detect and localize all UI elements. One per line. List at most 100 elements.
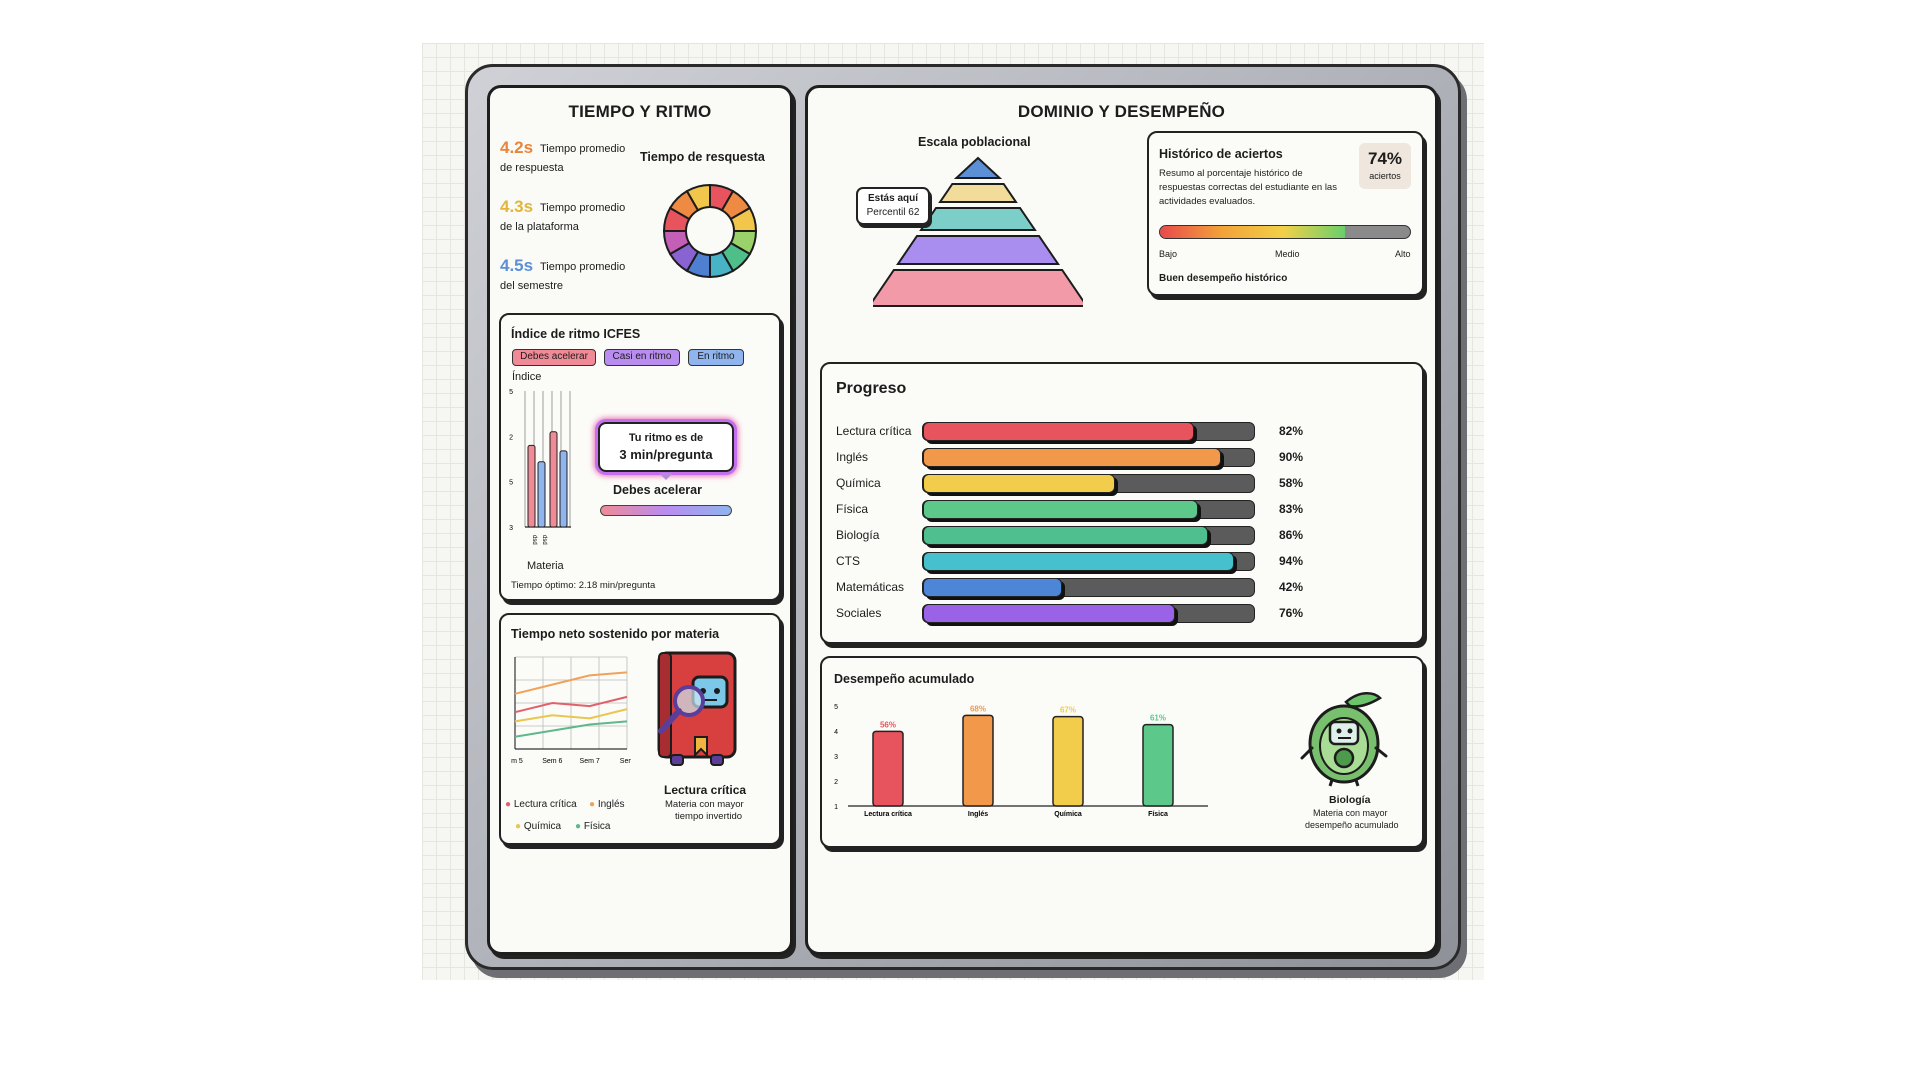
legend-pill: Debes acelerar	[512, 349, 596, 366]
legend-pill: Casi en ritmo	[604, 349, 680, 366]
y-tick-label: 5	[509, 480, 513, 487]
dominio-desempeno-panel: DOMINIO Y DESEMPEÑO Escala poblacional E…	[805, 85, 1438, 955]
y-axis-label: Índice	[512, 371, 542, 383]
progreso-track	[922, 422, 1255, 441]
x-axis-label: Materia	[527, 560, 564, 572]
legend-item-label: Química	[523, 821, 562, 832]
ritmo-gradient-bar	[600, 505, 732, 516]
historico-verdict: Buen desempeño histórico	[1159, 273, 1288, 284]
mascot-subtitle: Materia con mayor	[1313, 808, 1388, 818]
donut-chart	[662, 183, 758, 279]
time-label: de respuesta	[500, 162, 564, 174]
bubble-pointer	[659, 473, 673, 480]
y-tick-label: 2	[834, 779, 838, 786]
ritmo-title: Índice de ritmo ICFES	[511, 327, 641, 341]
acumulado-bar	[1052, 715, 1084, 807]
scale-label: Bajo	[1159, 249, 1178, 259]
time-value: 4.5s	[500, 256, 534, 275]
time-label: Tiempo promedio	[540, 143, 626, 155]
progreso-label: CTS	[836, 554, 860, 568]
pyramid-level	[873, 269, 1083, 307]
tiempo-ritmo-panel: TIEMPO Y RITMO 4.2s Tiempo promedio de r…	[487, 85, 793, 955]
progreso-percent: 90%	[1279, 450, 1304, 464]
x-tick-label: Sem 6	[542, 758, 562, 765]
ritmo-verdict: Debes acelerar	[613, 483, 702, 497]
scale-label: Medio	[1275, 249, 1300, 259]
y-tick-label: 3	[834, 754, 838, 761]
legend-dot: ●	[515, 821, 524, 832]
progreso-label: Inglés	[836, 450, 869, 464]
mascot-subtitle: Materia con mayor	[665, 799, 744, 810]
neto-series-line	[514, 671, 628, 695]
population-pyramid	[873, 156, 1083, 307]
y-tick-label: 4	[834, 729, 838, 736]
time-label: del semestre	[500, 280, 563, 292]
x-tick-label: 4m 5	[511, 758, 523, 765]
progreso-card: Progreso Lectura crítica 82% Inglés 90% Quím…	[820, 362, 1424, 644]
progreso-fill	[923, 474, 1115, 493]
acumulado-card: Desempeño acumulado 5 4 3 2 1 56% Lectura crít…	[820, 656, 1424, 848]
x-tick-label: Física	[1148, 811, 1168, 818]
y-tick-label: 1	[834, 804, 838, 811]
progreso-label: Lectura crítica	[836, 424, 912, 438]
progreso-label: Matemáticas	[836, 580, 905, 594]
y-tick-label: 2	[509, 434, 513, 441]
x-tick-label: Lectura crítica	[864, 811, 912, 818]
legend-item-label: Inglés	[597, 799, 625, 810]
data-label: 67%	[1060, 706, 1076, 715]
acumulado-bar	[1142, 723, 1174, 807]
progreso-fill	[923, 604, 1175, 623]
time-label: Tiempo promedio	[540, 261, 626, 273]
progreso-track	[922, 448, 1255, 467]
mascot-subtitle: tiempo invertido	[675, 811, 743, 822]
progreso-fill	[923, 422, 1195, 441]
y-tick-label: 3	[509, 525, 513, 532]
progreso-percent: 42%	[1279, 580, 1304, 594]
progreso-percent: 58%	[1279, 476, 1304, 490]
historico-desc: respuestas correctas del estudiante en l…	[1159, 182, 1337, 193]
legend-pill: En ritmo	[688, 349, 744, 366]
donut-segment	[685, 183, 711, 212]
historico-track	[1159, 225, 1411, 239]
progreso-fill	[923, 500, 1198, 519]
progreso-percent: 76%	[1279, 606, 1304, 620]
acumulado-bar	[872, 730, 904, 807]
progreso-fill	[923, 578, 1063, 597]
progreso-percent: 86%	[1279, 528, 1304, 542]
historico-desc: Resumo al porcentaje histórico de	[1159, 168, 1303, 179]
progreso-track	[922, 474, 1255, 493]
acumulado-bar-chart: 5 4 3 2 1 56% Lectura crítica 68% Inglés 67% Quími…	[834, 704, 1208, 818]
acumulado-bar	[962, 714, 994, 807]
book-mascot-icon	[657, 651, 737, 766]
badge-value: 74%	[1367, 149, 1403, 168]
panel-title: DOMINIO Y DESEMPEÑO	[1017, 102, 1226, 121]
mascot-title: Biología	[1329, 794, 1371, 806]
progreso-label: Química	[836, 476, 881, 490]
progreso-track	[922, 500, 1255, 519]
time-value: 4.3s	[500, 197, 534, 216]
data-label: 68%	[970, 704, 986, 713]
time-stat: 4.2s Tiempo promedio de respuesta	[500, 138, 640, 178]
time-stat: 4.3s Tiempo promedio de la plataforma	[500, 197, 640, 237]
progreso-percent: 83%	[1279, 502, 1304, 516]
neto-legend: ● Lectura crítica ● Inglés ● Química ● F…	[505, 799, 645, 839]
progreso-list: Lectura crítica 82% Inglés 90% Química 58% Fís…	[822, 364, 1422, 644]
historico-card: Histórico de aciertos Resumo al porcenta…	[1147, 131, 1424, 296]
progreso-percent: 82%	[1279, 424, 1304, 438]
aciertos-badge: 74% aciertos	[1359, 143, 1411, 189]
ritmo-footer: Tiempo óptimo: 2.18 min/pregunta	[511, 580, 656, 591]
time-value: 4.2s	[500, 138, 534, 157]
x-tick-label: Inglés	[968, 811, 988, 818]
time-stat: 4.5s Tiempo promedio del semestre	[500, 256, 640, 296]
neto-series-line	[514, 708, 628, 723]
x-tick-label: dsd	[531, 535, 537, 545]
historico-fill	[1160, 226, 1345, 238]
ritmo-bar	[559, 450, 568, 528]
data-label: 56%	[880, 720, 896, 729]
escala-title: Escala poblacional	[918, 135, 1031, 149]
pyramid-level	[919, 207, 1037, 231]
legend-dot: ●	[505, 799, 514, 810]
progreso-label: Biología	[836, 528, 880, 542]
legend-dot: ●	[589, 799, 598, 810]
historico-desc: actividades evaluados.	[1159, 196, 1256, 207]
